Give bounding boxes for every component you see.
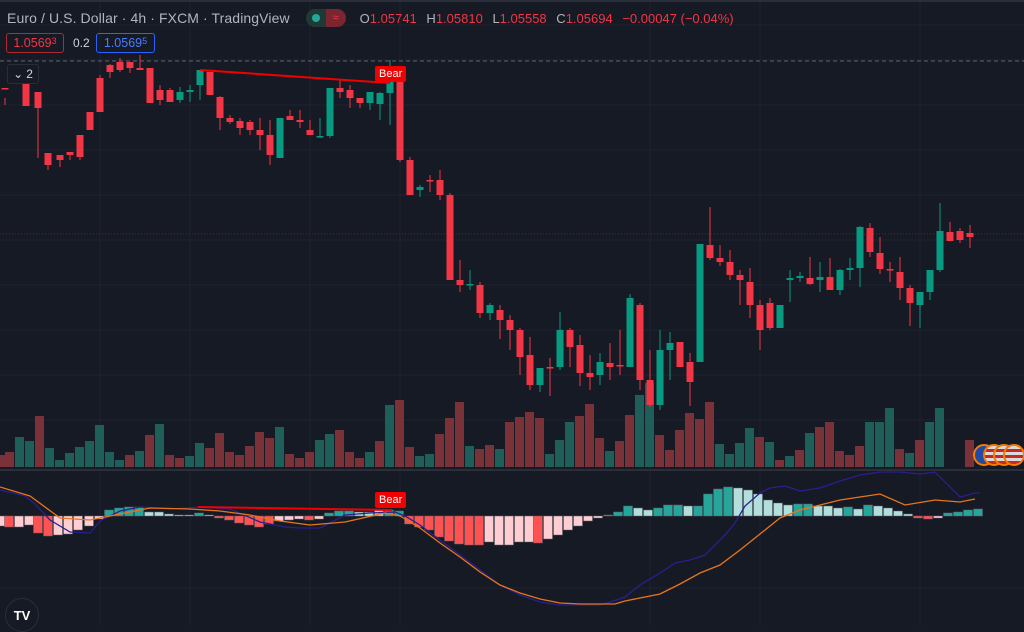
spread-value: 0.2: [73, 36, 90, 50]
high-value: 1.05810: [435, 10, 483, 26]
volume-bars: [0, 383, 974, 467]
buy-price-button[interactable]: 1.0569 5: [96, 33, 155, 53]
price-divergence-line: [199, 69, 391, 84]
bear-divergence-label: Bear: [375, 66, 407, 82]
macd-divergence-line: [197, 506, 393, 511]
symbol-title[interactable]: Euro / U.S. Dollar · 4h · FXCM · Trading…: [7, 10, 290, 26]
window-top-border: [0, 0, 1024, 2]
ohlc-values: O1.05741 H1.05810 L1.05558 C1.05694 −0.0…: [360, 11, 734, 26]
macd-histogram: [0, 486, 983, 546]
close-label: C: [556, 10, 566, 26]
market-status-toggle[interactable]: ≈: [305, 9, 346, 27]
indicators-collapse-button[interactable]: ⌄ 2: [7, 64, 39, 84]
price-reference-lines: [0, 60, 1024, 235]
bear-divergence-label-macd: Bear: [375, 492, 407, 508]
open-label: O: [359, 10, 370, 26]
low-value: 1.05558: [499, 10, 547, 26]
ask-pip: 5: [142, 36, 148, 46]
wave-icon: ≈: [325, 9, 346, 27]
close-value: 1.05694: [565, 10, 613, 26]
bid-price: 1.0569: [13, 36, 52, 50]
indicator-count: 2: [26, 67, 33, 81]
price-change: −0.00047 (−0.04%): [622, 10, 734, 26]
open-value: 1.05741: [369, 10, 417, 26]
candlesticks: [1, 55, 974, 410]
sell-price-button[interactable]: 1.0569 3: [6, 33, 64, 53]
tradingview-logo-icon[interactable]: TV: [5, 598, 39, 632]
bid-pip: 3: [51, 36, 57, 46]
high-label: H: [426, 10, 436, 26]
low-label: L: [492, 10, 500, 26]
symbol-legend: Euro / U.S. Dollar · 4h · FXCM · Trading…: [7, 9, 734, 27]
ask-price: 1.0569: [103, 36, 143, 50]
market-open-dot-icon: [305, 9, 326, 27]
macd-lines: [0, 471, 980, 606]
us-flag-icon[interactable]: [1003, 444, 1024, 466]
chevron-down-icon: ⌄: [13, 67, 24, 81]
